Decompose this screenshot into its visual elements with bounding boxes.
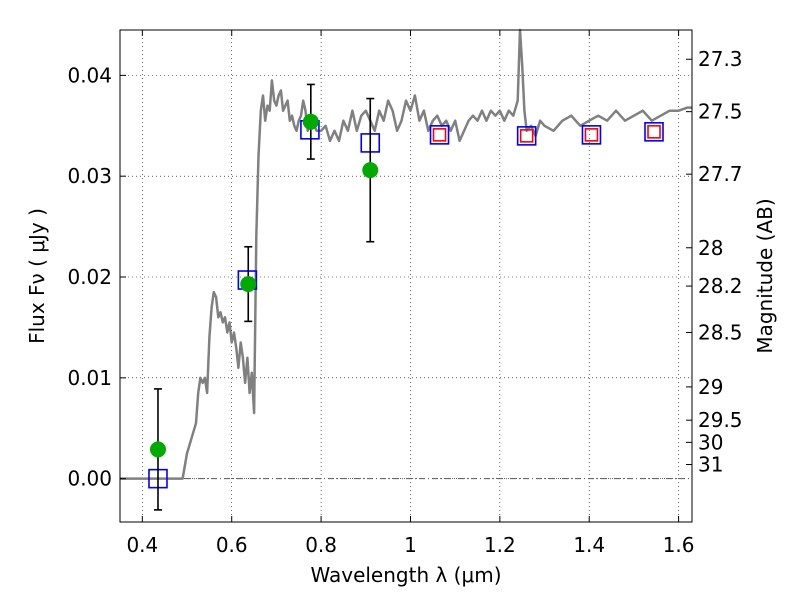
y-tick-label: 0.03: [67, 164, 112, 188]
y-tick-label: 0.02: [67, 265, 112, 289]
y-tick-label: 0.01: [67, 366, 112, 390]
x-tick-label: 1.4: [573, 533, 605, 557]
right-tick-label: 30: [698, 430, 723, 454]
right-tick-label: 29: [698, 375, 723, 399]
green-data-point: [302, 113, 319, 130]
y-axis-left: 0.00 0.01 0.02 0.03 0.04: [67, 63, 126, 491]
red-square-marker: [647, 125, 661, 139]
red-square-marker: [432, 128, 447, 142]
x-tick-label: 0.6: [216, 533, 248, 557]
right-tick-label: 31: [698, 453, 723, 477]
x-axis-label: Wavelength λ (μm): [310, 563, 501, 587]
x-axis: 0.4 0.6 0.8 1 1.2 1.4 1.6: [126, 30, 695, 557]
x-tick-label: 0.8: [305, 533, 337, 557]
y-axis-right-label: Magnitude (AB): [753, 198, 777, 353]
green-data-point: [362, 162, 379, 179]
green-data-point: [240, 276, 257, 293]
right-tick-label: 28.5: [698, 320, 743, 344]
series-layer: [120, 28, 692, 511]
model-spectrum-line: [120, 28, 692, 480]
y-tick-label: 0.04: [67, 63, 112, 87]
blue-square-marker: [644, 122, 664, 142]
y-tick-label: 0.00: [67, 467, 112, 491]
y-axis-label: Flux Fν ( μJy ): [25, 208, 49, 344]
blue-square-marker: [429, 125, 450, 145]
plot-frame: [119, 29, 693, 523]
x-tick-label: 1: [404, 533, 417, 557]
x-tick-label: 1.2: [484, 533, 516, 557]
red-square-marker: [584, 128, 599, 142]
right-tick-label: 27.3: [698, 47, 743, 71]
right-tick-label: 29.5: [698, 408, 743, 432]
right-tick-label: 28.2: [698, 274, 743, 298]
grid: [120, 30, 692, 522]
blue-square-marker: [581, 125, 602, 145]
red-square-marker: [519, 129, 534, 143]
right-tick-label: 27.7: [698, 162, 743, 186]
x-tick-label: 0.4: [126, 533, 158, 557]
right-tick-label: 27.5: [698, 100, 743, 124]
x-tick-label: 1.6: [663, 533, 695, 557]
green-data-point: [149, 441, 166, 458]
right-tick-label: 28: [698, 236, 723, 260]
blue-square-marker: [516, 126, 537, 146]
